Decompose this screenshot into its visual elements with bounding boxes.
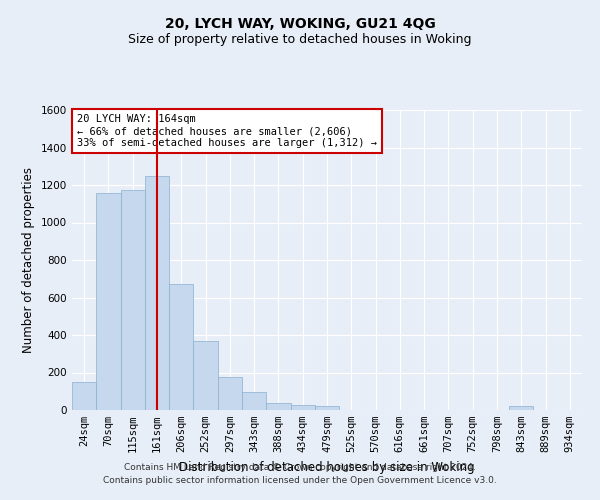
Bar <box>218 377 242 410</box>
Bar <box>121 190 145 410</box>
Bar <box>145 176 169 410</box>
Bar <box>169 284 193 410</box>
Y-axis label: Number of detached properties: Number of detached properties <box>22 167 35 353</box>
Bar <box>509 406 533 410</box>
Bar <box>266 402 290 410</box>
Bar <box>242 392 266 410</box>
Text: 20, LYCH WAY, WOKING, GU21 4QG: 20, LYCH WAY, WOKING, GU21 4QG <box>164 18 436 32</box>
Text: Size of property relative to detached houses in Woking: Size of property relative to detached ho… <box>128 32 472 46</box>
Text: 20 LYCH WAY: 164sqm
← 66% of detached houses are smaller (2,606)
33% of semi-det: 20 LYCH WAY: 164sqm ← 66% of detached ho… <box>77 114 377 148</box>
X-axis label: Distribution of detached houses by size in Woking: Distribution of detached houses by size … <box>179 460 475 473</box>
Bar <box>290 406 315 410</box>
Text: Contains HM Land Registry data © Crown copyright and database right 2024.
Contai: Contains HM Land Registry data © Crown c… <box>103 464 497 485</box>
Bar <box>315 406 339 410</box>
Bar <box>193 340 218 410</box>
Bar <box>72 382 96 410</box>
Bar <box>96 192 121 410</box>
